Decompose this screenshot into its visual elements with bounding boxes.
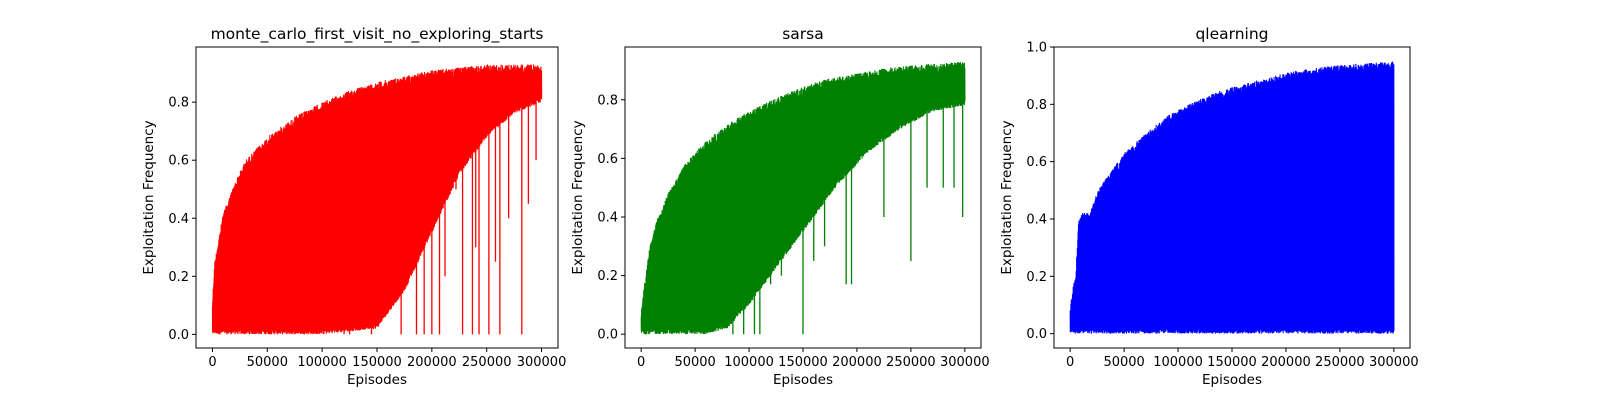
y-tick-label: 1.0 [1026, 41, 1047, 56]
subplot-qlearning: 0 50000 100000 150000 200000 250000 300000 0.0 0… [999, 25, 1419, 388]
y-tick-label: 0.0 [597, 328, 618, 343]
plot-area [211, 64, 543, 335]
x-tick-label: 250000 [462, 355, 512, 370]
x-tick-label: 200000 [1261, 355, 1311, 370]
x-tick-label: 50000 [247, 355, 288, 370]
y-tick-label: 0.4 [1026, 213, 1047, 228]
chart-title: sarsa [782, 25, 824, 43]
y-tick-label: 0.2 [597, 269, 618, 284]
y-axis-label: Exploitation Frequency [570, 120, 586, 274]
x-tick-label: 250000 [1315, 355, 1365, 370]
y-tick-label: 0.2 [168, 270, 189, 285]
y-tick-label: 0.8 [168, 96, 189, 111]
x-tick-label: 200000 [832, 355, 882, 370]
x-tick-label: 100000 [297, 355, 347, 370]
x-tick-label: 150000 [1207, 355, 1257, 370]
x-tick-label: 0 [208, 355, 216, 370]
y-tick-label: 0.4 [597, 210, 618, 225]
plot-area [1069, 61, 1395, 334]
x-tick-label: 0 [637, 355, 645, 370]
x-axis-label: Episodes [1202, 372, 1262, 388]
y-axis-label: Exploitation Frequency [141, 120, 157, 274]
y-tick-label: 0.8 [1026, 98, 1047, 113]
x-tick-label: 300000 [1369, 355, 1419, 370]
x-tick-label: 0 [1066, 355, 1074, 370]
subplot-monte-carlo: 0 50000 100000 150000 200000 250000 300000 0.0 0… [141, 25, 566, 388]
x-tick-label: 150000 [778, 355, 828, 370]
x-axis-label: Episodes [773, 372, 833, 388]
y-tick-label: 0.6 [597, 152, 618, 167]
chart-title: monte_carlo_first_visit_no_exploring_sta… [211, 25, 544, 44]
y-tick-label: 0.0 [168, 328, 189, 343]
y-tick-label: 0.6 [168, 154, 189, 169]
series-line [1069, 61, 1395, 334]
plot-area [640, 62, 966, 335]
subplot-sarsa: 0 50000 100000 150000 200000 250000 300000 0.0 0… [570, 25, 990, 388]
y-axis-label: Exploitation Frequency [999, 120, 1015, 274]
y-tick-label: 0.0 [1026, 327, 1047, 342]
x-tick-label: 200000 [407, 355, 457, 370]
y-tick-label: 0.2 [1026, 270, 1047, 285]
x-tick-label: 50000 [674, 355, 715, 370]
x-tick-label: 100000 [1153, 355, 1203, 370]
x-tick-label: 50000 [1103, 355, 1144, 370]
y-tick-label: 0.6 [1026, 155, 1047, 170]
x-tick-label: 300000 [517, 355, 567, 370]
x-tick-label: 100000 [724, 355, 774, 370]
y-tick-label: 0.8 [597, 93, 618, 108]
x-axis-label: Episodes [347, 372, 407, 388]
chart-title: qlearning [1195, 25, 1268, 43]
y-tick-label: 0.4 [168, 212, 189, 227]
x-tick-label: 250000 [886, 355, 936, 370]
x-tick-label: 150000 [352, 355, 402, 370]
x-tick-label: 300000 [940, 355, 990, 370]
